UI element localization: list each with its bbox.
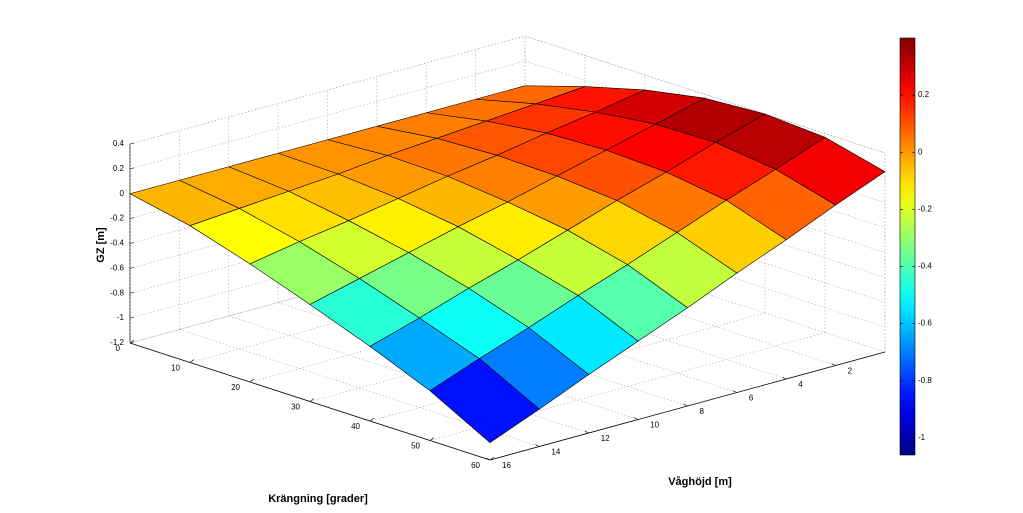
x-tick-label: 20 [231, 383, 240, 392]
colorbar-tick-label: -0.4 [918, 262, 932, 271]
z-tick-mark [129, 242, 135, 244]
y-tick-label: 6 [749, 394, 754, 403]
x-tick-label: 60 [471, 461, 480, 470]
colorbar-tick-label: -0.2 [918, 204, 932, 213]
y-axis-line [489, 351, 886, 461]
x-tick-mark [369, 417, 375, 422]
colorbar-tick-label: 0 [918, 147, 923, 156]
z-tick-mark [129, 267, 135, 269]
x-tick-mark [129, 339, 135, 344]
y-tick-label: 12 [601, 434, 610, 443]
y-tick-mark [732, 390, 738, 393]
y-tick-label: 10 [650, 421, 659, 430]
z-tick-label: 0 [120, 189, 125, 198]
z-tick-label: -0.8 [110, 288, 124, 297]
x-tick-label: 10 [171, 364, 180, 373]
z-tick-label: 0.2 [113, 164, 125, 173]
surface-face [429, 358, 540, 443]
colorbar [899, 37, 916, 456]
x-tick-mark [189, 359, 195, 363]
x-tick-label: 50 [411, 442, 420, 451]
y-tick-mark [831, 363, 836, 366]
grid-line [524, 35, 886, 154]
colorbar-tick-label: -1 [918, 433, 926, 442]
y-tick-label: 14 [551, 448, 560, 457]
x-axis-label: Krängning [grader] [268, 493, 368, 505]
z-tick-mark [129, 167, 135, 170]
x-tick-mark [429, 437, 435, 441]
colorbar-tick-label: 0.2 [918, 90, 930, 99]
z-tick-mark [129, 217, 135, 219]
z-tick-label: -0.2 [110, 214, 124, 223]
y-tick-label: 8 [700, 407, 705, 416]
x-tick-label: 30 [291, 403, 300, 412]
z-tick-label: -1.2 [110, 338, 124, 347]
x-tick-label: 0 [116, 344, 121, 353]
z-tick-mark [129, 316, 135, 319]
y-tick-label: 2 [848, 367, 853, 376]
z-tick-label: -0.6 [110, 263, 124, 272]
x-tick-label: 40 [351, 422, 360, 431]
y-tick-mark [633, 417, 639, 420]
z-tick-mark [129, 291, 135, 294]
z-tick-label: -1 [117, 313, 125, 322]
y-tick-mark [584, 430, 589, 434]
y-tick-label: 4 [798, 380, 803, 389]
y-axis-label: Våghöjd [m] [668, 476, 732, 488]
z-axis-label: GZ [m] [95, 227, 107, 263]
y-tick-mark [683, 403, 688, 407]
colorbar-tick-label: -0.6 [918, 319, 932, 328]
x-tick-mark [249, 378, 255, 383]
colorbar-tick-label: -0.8 [918, 376, 932, 385]
z-tick-label: -0.4 [110, 239, 124, 248]
z-tick-mark [129, 142, 135, 145]
y-tick-mark [535, 444, 540, 447]
z-tick-label: 0.4 [113, 139, 125, 148]
x-axis-line [129, 342, 491, 461]
y-tick-label: 16 [502, 461, 511, 470]
y-tick-mark [782, 376, 787, 380]
x-tick-mark [309, 398, 315, 402]
